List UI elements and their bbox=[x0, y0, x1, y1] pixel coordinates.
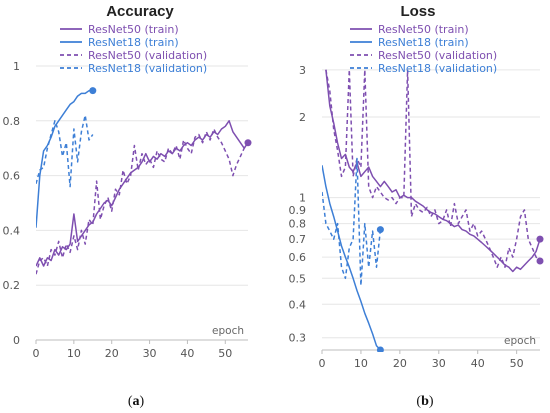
legend-entry: ResNet18 (train) bbox=[88, 36, 179, 49]
caption-letter: b bbox=[421, 394, 429, 409]
y-tick-label: 1 bbox=[13, 60, 20, 73]
series-end-marker bbox=[89, 87, 97, 95]
series-line bbox=[322, 157, 382, 287]
caption-paren: ( bbox=[128, 394, 133, 409]
series-group bbox=[36, 87, 252, 275]
x-tick-label: 0 bbox=[319, 357, 326, 370]
legend-entry: ResNet18 (validation) bbox=[88, 62, 207, 75]
series-line bbox=[36, 114, 94, 188]
y-tick-label: 0 bbox=[13, 334, 20, 347]
x-axis-label: epoch bbox=[504, 335, 536, 347]
caption-paren: ( bbox=[416, 394, 421, 409]
panel-caption: (b) bbox=[416, 394, 433, 409]
x-tick-label: 40 bbox=[471, 357, 485, 370]
legend-entry: ResNet50 (train) bbox=[88, 23, 179, 36]
legend-entry: ResNet18 (validation) bbox=[378, 62, 497, 75]
series-line bbox=[36, 128, 249, 275]
y-tick-label: 0.4 bbox=[289, 298, 307, 311]
chart-title: Loss bbox=[400, 3, 435, 20]
x-tick-label: 10 bbox=[354, 357, 368, 370]
x-tick-label: 30 bbox=[143, 347, 157, 360]
series-line bbox=[325, 69, 541, 268]
series-line bbox=[36, 89, 93, 228]
y-tick-label: 1 bbox=[299, 192, 306, 205]
y-tick-label: 0.6 bbox=[289, 251, 307, 264]
y-tick-label: 0.7 bbox=[289, 233, 307, 246]
series-line bbox=[36, 120, 249, 267]
panel-caption: (a) bbox=[128, 394, 145, 409]
caption-letter: a bbox=[133, 394, 140, 409]
series-end-marker bbox=[376, 226, 384, 234]
legend-entry: ResNet50 (validation) bbox=[88, 49, 207, 62]
y-tick-label: 0.5 bbox=[289, 272, 307, 285]
y-tick-label: 0.2 bbox=[3, 279, 21, 292]
y-tick-label: 0.4 bbox=[3, 224, 21, 237]
legend: ResNet50 (train)ResNet18 (train)ResNet50… bbox=[60, 23, 207, 75]
series-group bbox=[322, 69, 544, 352]
series-end-marker bbox=[536, 235, 544, 243]
y-tick-label: 3 bbox=[299, 64, 306, 77]
x-tick-label: 30 bbox=[432, 357, 446, 370]
series-line bbox=[322, 165, 381, 351]
y-tick-label: 0.8 bbox=[3, 115, 21, 128]
x-tick-label: 10 bbox=[67, 347, 81, 360]
series-end-marker bbox=[536, 257, 544, 265]
legend: ResNet50 (train)ResNet18 (train)ResNet50… bbox=[350, 23, 497, 75]
x-tick-label: 50 bbox=[218, 347, 232, 360]
series-end-marker bbox=[376, 346, 384, 352]
caption-paren: ) bbox=[140, 394, 145, 409]
x-axis-label: epoch bbox=[212, 325, 244, 337]
legend-entry: ResNet50 (validation) bbox=[378, 49, 497, 62]
x-tick-label: 50 bbox=[510, 357, 524, 370]
caption-paren: ) bbox=[429, 394, 434, 409]
chart-title: Accuracy bbox=[106, 3, 174, 20]
y-tick-label: 2 bbox=[299, 111, 306, 124]
x-tick-label: 40 bbox=[180, 347, 194, 360]
legend-entry: ResNet18 (train) bbox=[378, 36, 469, 49]
x-tick-label: 20 bbox=[393, 357, 407, 370]
y-tick-label: 0.8 bbox=[289, 218, 307, 231]
x-tick-label: 0 bbox=[33, 347, 40, 360]
y-tick-label: 0.9 bbox=[289, 204, 307, 217]
y-tick-label: 0.6 bbox=[3, 170, 21, 183]
chart-panel-1: 00.20.40.60.810 10 20 30 40 50epochAccuracyRe… bbox=[3, 3, 252, 409]
legend-entry: ResNet50 (train) bbox=[378, 23, 469, 36]
y-tick-label: 0.3 bbox=[289, 332, 307, 345]
x-tick-label: 20 bbox=[105, 347, 119, 360]
